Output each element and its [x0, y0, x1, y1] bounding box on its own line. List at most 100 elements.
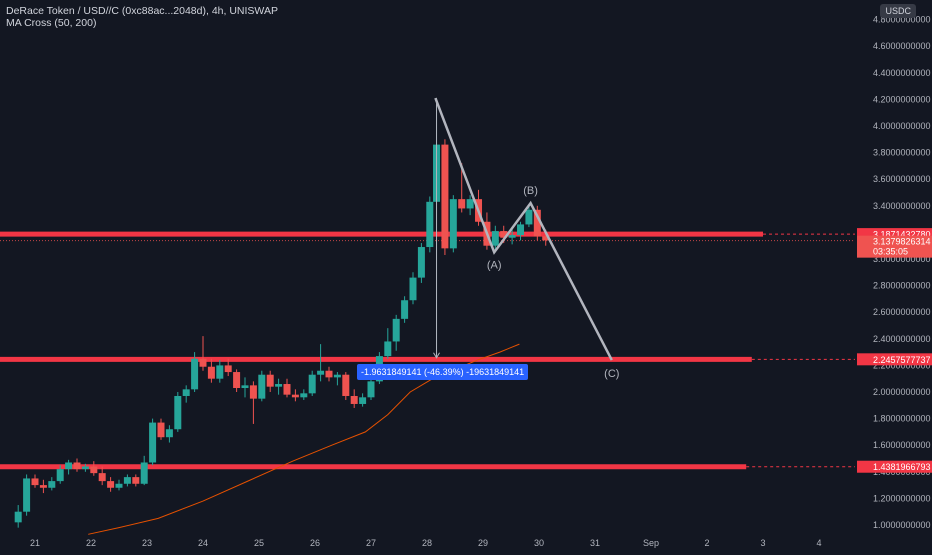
candle-body [107, 481, 115, 488]
candle-body [517, 224, 525, 236]
candle-body [500, 231, 508, 238]
x-tick-label: 29 [478, 538, 488, 548]
candle-body [409, 277, 417, 301]
candle-body [359, 397, 367, 404]
candle-body [191, 358, 199, 390]
y-tick-label: 4.0000000000 [873, 121, 931, 131]
y-tick-label: 4.8000000000 [873, 15, 931, 25]
x-tick-label: 4 [816, 538, 821, 548]
candle-body [216, 365, 224, 379]
candle-body [367, 381, 375, 398]
y-tick-label: 1.2000000000 [873, 493, 931, 503]
candle-body [81, 466, 89, 470]
candle-body [417, 247, 425, 278]
x-tick-label: Sep [643, 538, 659, 548]
candle-body [224, 365, 232, 373]
candle-body [39, 485, 47, 488]
ma-50-line [88, 343, 520, 535]
level-price-tag-text: 3.1871432780 [873, 230, 931, 240]
candle-body [533, 209, 541, 237]
candle-body [458, 199, 466, 209]
candle-body [384, 341, 392, 357]
y-tick-label: 2.6000000000 [873, 307, 931, 317]
y-tick-label: 4.6000000000 [873, 41, 931, 51]
level-price-tag-text: 1.4381966793 [873, 462, 931, 472]
price-range-measure-label: -1.9631849141 (-46.39%) -19631849141 [357, 364, 529, 380]
candle-body [123, 477, 131, 484]
x-tick-label: 25 [254, 538, 264, 548]
y-tick-label: 2.4000000000 [873, 334, 931, 344]
countdown-text: 03:35:05 [873, 247, 908, 257]
symbol-title: DeRace Token / USD//C (0xc88ac...2048d),… [6, 5, 278, 17]
last-price-tag-text: 3.1379826314 [873, 237, 931, 247]
y-tick-label: 4.2000000000 [873, 94, 931, 104]
y-tick-label: 1.6000000000 [873, 440, 931, 450]
candle-body [199, 358, 207, 367]
wave-label-a: (A) [487, 259, 502, 271]
y-tick-label: 1.0000000000 [873, 520, 931, 530]
currency-badge[interactable]: USDC [880, 4, 916, 18]
level-price-tag-text: 2.2457577737 [873, 355, 931, 365]
y-tick-label: 3.4000000000 [873, 201, 931, 211]
x-tick-label: 26 [310, 538, 320, 548]
y-tick-label: 3.8000000000 [873, 148, 931, 158]
x-tick-label: 30 [534, 538, 544, 548]
candle-body [342, 374, 350, 396]
candle-body [140, 462, 148, 484]
candle-body [308, 374, 316, 394]
candle-body [542, 236, 550, 241]
candle-body [31, 478, 39, 486]
candle-body [65, 462, 73, 470]
candle-body [426, 201, 434, 248]
candle-body [491, 231, 499, 246]
last-price-tag [857, 235, 932, 258]
x-tick-label: 28 [422, 538, 432, 548]
y-tick-label: 2.8000000000 [873, 281, 931, 291]
y-tick-label: 2.0000000000 [873, 387, 931, 397]
candle-body [241, 385, 249, 389]
candle-body [350, 395, 358, 404]
x-tick-label: 23 [142, 538, 152, 548]
candle-body [98, 473, 106, 482]
x-tick-label: 31 [590, 538, 600, 548]
candle-body [249, 385, 257, 399]
candle-body [182, 389, 190, 396]
candle-body [291, 394, 299, 398]
candle-body [325, 370, 333, 378]
y-tick-label: 4.4000000000 [873, 68, 931, 78]
candle-body [333, 374, 341, 378]
x-tick-label: 22 [86, 538, 96, 548]
candle-body [508, 235, 516, 238]
candle-body [300, 393, 308, 398]
candle-body [90, 466, 98, 474]
candle-body [157, 422, 165, 438]
level-price-tag [857, 353, 932, 366]
x-tick-label: 21 [30, 538, 40, 548]
abc-wave-pattern[interactable] [434, 97, 613, 361]
y-tick-label: 3.0000000000 [873, 254, 931, 264]
y-tick-label: 3.6000000000 [873, 174, 931, 184]
x-tick-label: 27 [366, 538, 376, 548]
indicator-legend: MA Cross (50, 200) [6, 17, 97, 29]
measure-arrowhead [433, 352, 440, 359]
candle-body [275, 384, 283, 387]
level-price-tag [857, 460, 932, 473]
candle-body [132, 477, 140, 484]
y-tick-label: 1.8000000000 [873, 414, 931, 424]
x-tick-label: 2 [704, 538, 709, 548]
candle-body [174, 395, 182, 430]
candle-body [115, 483, 123, 488]
candle-body [14, 511, 22, 523]
candle-body [317, 370, 325, 375]
candle-body [401, 300, 409, 319]
candle-body [441, 144, 449, 249]
candle-body [525, 209, 533, 225]
y-tick-label: 2.2000000000 [873, 360, 931, 370]
wave-label-b: (B) [523, 185, 538, 197]
candle-body [56, 469, 64, 482]
candle-body [73, 462, 81, 470]
candle-body [207, 366, 215, 379]
candle-body [48, 481, 56, 488]
